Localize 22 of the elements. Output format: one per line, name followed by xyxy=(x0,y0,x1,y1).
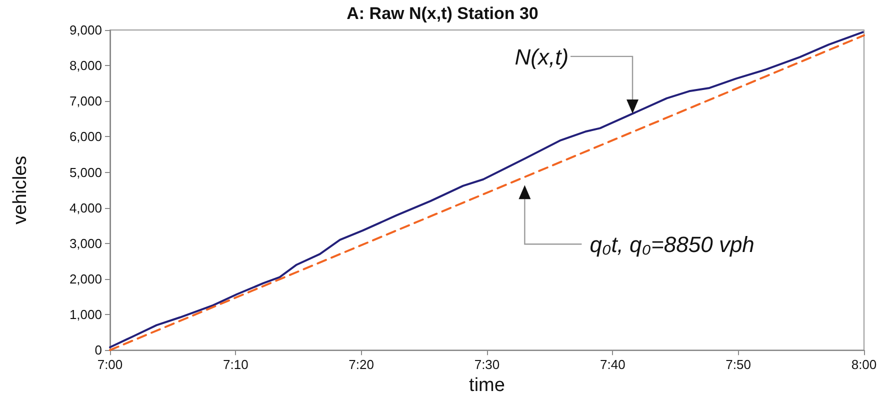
y-tick-label: 3,000 xyxy=(69,236,102,251)
y-tick-label: 1,000 xyxy=(69,307,102,322)
x-tick-label: 7:40 xyxy=(600,357,626,372)
y-tick-label: 7,000 xyxy=(69,94,102,109)
x-tick-label: 7:10 xyxy=(223,357,248,372)
x-axis-title: time xyxy=(469,375,505,396)
y-tick-label: 2,000 xyxy=(69,271,102,286)
y-tick-label: 9,000 xyxy=(69,22,102,38)
annotation: N(x,t) xyxy=(514,44,569,70)
y-tick-label: 8,000 xyxy=(69,58,102,74)
y-tick-label: 5,000 xyxy=(69,164,102,180)
y-tick-label: 6,000 xyxy=(69,129,102,144)
x-tick-label: 7:50 xyxy=(726,357,751,372)
y-axis-title: vehicles xyxy=(10,156,31,224)
annotation: q₀t, q₀=8850 vph xyxy=(590,232,754,258)
x-tick-label: 7:00 xyxy=(97,357,123,372)
x-tick-label: 8:00 xyxy=(851,357,877,372)
y-tick-label: 0 xyxy=(94,342,102,358)
chart-title: A: Raw N(x,t) Station 30 xyxy=(346,4,538,23)
y-tick-label: 4,000 xyxy=(69,200,102,216)
x-tick-label: 7:30 xyxy=(474,357,500,372)
x-tick-label: 7:20 xyxy=(348,357,374,372)
